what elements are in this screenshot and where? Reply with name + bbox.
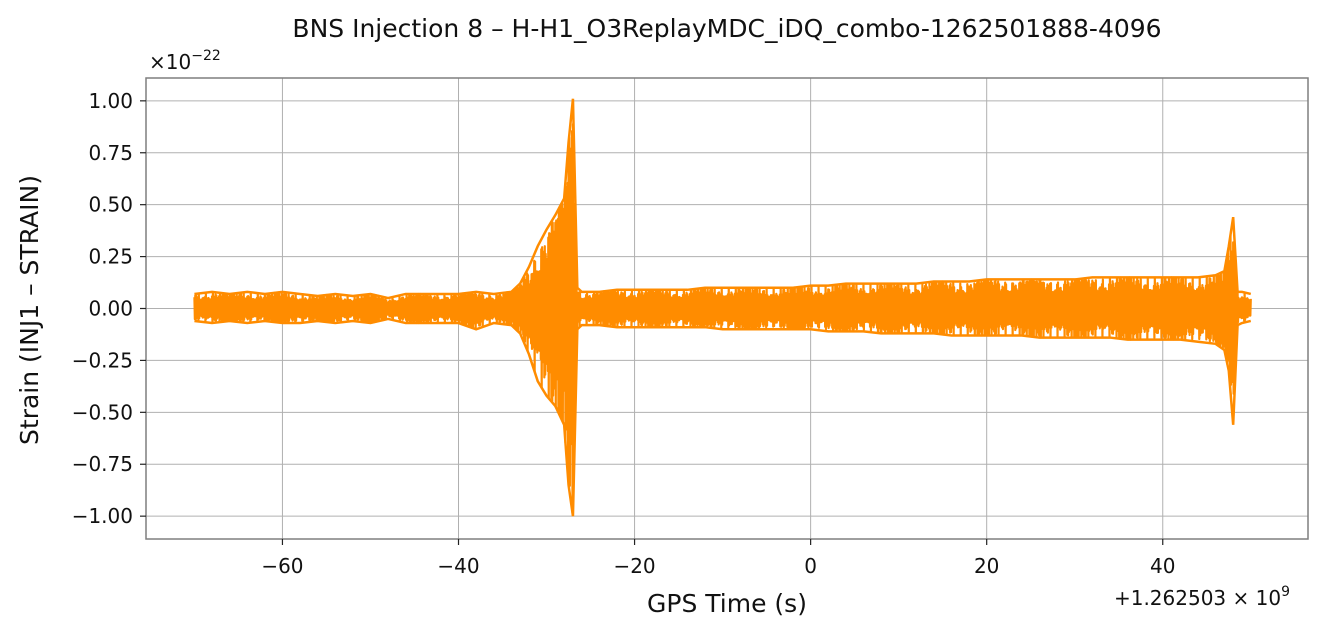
x-axis-ticks: −60 −40 −20 0 20 40	[261, 539, 1175, 578]
strain-upper-envelope	[194, 98, 1252, 300]
x-offset: +1.262503 × 109	[1114, 584, 1290, 610]
y-tick-label: −0.25	[72, 348, 133, 372]
chart-title: BNS Injection 8 – H-H1_O3ReplayMDC_iDQ_c…	[292, 14, 1161, 43]
y-tick-label: −1.00	[72, 504, 133, 528]
y-tick-label: 0.50	[88, 193, 133, 217]
x-tick-label: −60	[261, 554, 303, 578]
strain-trace	[193, 123, 1252, 514]
y-tick-label: 1.00	[88, 89, 133, 113]
x-tick-label: −20	[613, 554, 655, 578]
x-tick-label: −40	[437, 554, 479, 578]
y-axis-ticks: −1.00 −0.75 −0.50 −0.25 0.00 0.25 0.50 0.75 1.00	[72, 89, 146, 528]
x-tick-label: 0	[804, 554, 817, 578]
y-multiplier: ×10−22	[149, 48, 221, 74]
strain-lower-envelope	[194, 317, 1252, 517]
y-tick-label: 0.75	[88, 141, 133, 165]
strain-series	[193, 98, 1252, 517]
y-tick-label: −0.50	[72, 400, 133, 424]
y-axis-label: Strain (INJ1 – STRAIN)	[15, 175, 44, 445]
x-axis-label: GPS Time (s)	[647, 589, 807, 618]
x-tick-label: 20	[974, 554, 999, 578]
x-offset-exponent: 9	[1281, 584, 1290, 600]
y-multiplier-exponent: −22	[191, 48, 221, 64]
y-tick-label: 0.00	[88, 297, 133, 321]
y-tick-label: 0.25	[88, 245, 133, 269]
y-multiplier-base: ×10	[149, 50, 191, 74]
x-offset-base: +1.262503 × 10	[1114, 586, 1281, 610]
x-tick-label: 40	[1150, 554, 1175, 578]
y-tick-label: −0.75	[72, 452, 133, 476]
